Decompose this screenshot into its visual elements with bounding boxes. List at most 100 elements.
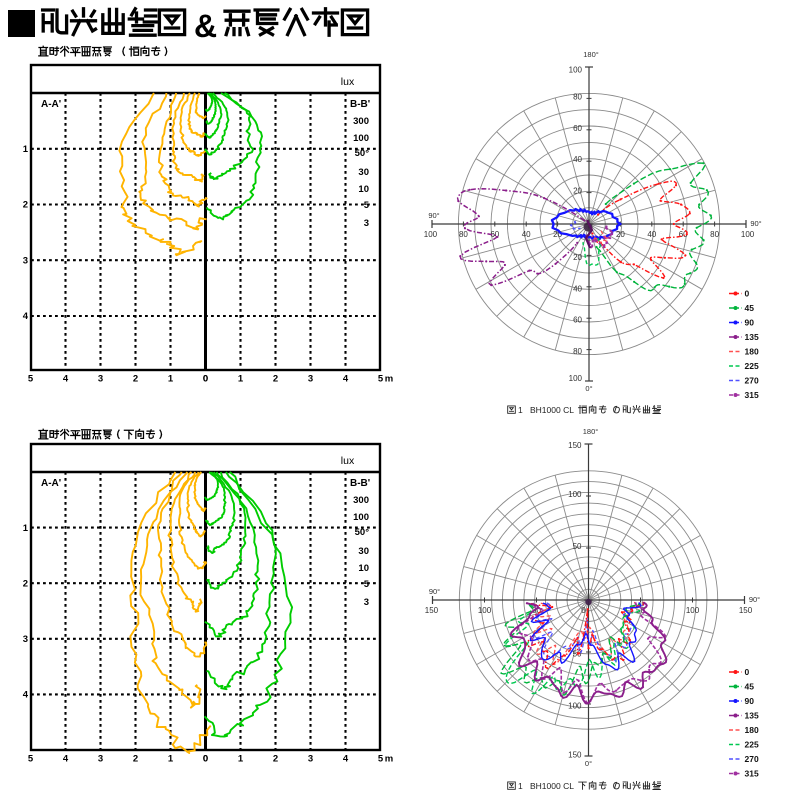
svg-text:2: 2 (23, 200, 28, 211)
svg-text:&: & (194, 8, 217, 44)
svg-text:lux: lux (341, 455, 355, 467)
svg-text:B-B': B-B' (350, 478, 370, 489)
svg-text:80: 80 (573, 347, 582, 356)
svg-text:20: 20 (573, 187, 582, 196)
svg-text:150: 150 (568, 750, 582, 759)
svg-text:135: 135 (745, 711, 759, 721)
svg-text:50: 50 (532, 606, 541, 615)
svg-text:3: 3 (98, 374, 103, 385)
svg-text:3: 3 (308, 374, 313, 385)
svg-text:5: 5 (364, 200, 370, 211)
svg-text:0: 0 (203, 374, 208, 385)
svg-text:4: 4 (343, 754, 349, 765)
svg-text:0°: 0° (585, 759, 592, 768)
svg-text:50: 50 (573, 542, 582, 551)
svg-text:100: 100 (686, 606, 700, 615)
svg-text:150: 150 (568, 441, 582, 450)
svg-text:0: 0 (203, 754, 208, 765)
svg-text:4: 4 (23, 311, 29, 322)
svg-text:B-B': B-B' (350, 99, 370, 110)
svg-text:5: 5 (28, 754, 34, 765)
svg-text:5: 5 (364, 579, 370, 590)
svg-text:60: 60 (573, 124, 582, 133)
svg-text:2: 2 (133, 754, 138, 765)
svg-text:90°: 90° (750, 219, 761, 228)
svg-text:180°: 180° (583, 50, 599, 59)
svg-text:m: m (385, 754, 393, 765)
svg-text:2: 2 (273, 374, 278, 385)
svg-text:5: 5 (28, 374, 34, 385)
svg-text:100: 100 (353, 512, 369, 523)
svg-text:1: 1 (518, 781, 523, 791)
svg-text:80: 80 (710, 230, 719, 239)
svg-text:0: 0 (581, 606, 586, 615)
svg-text:315: 315 (745, 390, 759, 400)
svg-text:4: 4 (343, 374, 349, 385)
svg-text:1: 1 (238, 374, 244, 385)
svg-text:lux: lux (341, 76, 355, 88)
svg-text:270: 270 (745, 376, 759, 386)
svg-text:300: 300 (353, 116, 369, 127)
svg-text:40: 40 (573, 155, 582, 164)
svg-text:0: 0 (203, 754, 208, 765)
svg-text:30: 30 (358, 546, 369, 557)
svg-text:10: 10 (358, 563, 369, 574)
svg-text:0: 0 (203, 374, 208, 385)
svg-text:90: 90 (745, 696, 755, 706)
svg-text:2: 2 (273, 754, 278, 765)
svg-text:50°: 50° (355, 527, 370, 538)
svg-text:1: 1 (23, 144, 29, 155)
svg-text:40: 40 (647, 230, 656, 239)
svg-text:A-A': A-A' (41, 99, 61, 110)
svg-text:1: 1 (23, 523, 29, 534)
svg-text:150: 150 (739, 606, 753, 615)
svg-text:315: 315 (745, 769, 759, 779)
svg-text:1: 1 (168, 754, 174, 765)
svg-text:80: 80 (573, 92, 582, 101)
svg-text:5: 5 (378, 754, 384, 765)
svg-text:A-A': A-A' (41, 478, 61, 489)
svg-text:225: 225 (745, 740, 759, 750)
svg-text:100: 100 (568, 490, 582, 499)
svg-text:3: 3 (23, 634, 28, 645)
svg-text:m: m (385, 374, 393, 385)
svg-text:20: 20 (573, 253, 582, 262)
svg-text:100: 100 (478, 606, 492, 615)
svg-text:100: 100 (424, 230, 438, 239)
svg-text:180°: 180° (583, 427, 599, 436)
svg-text:180: 180 (745, 725, 759, 735)
svg-text:4: 4 (23, 690, 29, 701)
svg-text:50: 50 (636, 606, 645, 615)
svg-text:100: 100 (353, 133, 369, 144)
svg-text:30: 30 (358, 167, 369, 178)
svg-text:0°: 0° (585, 384, 592, 393)
svg-text:150: 150 (425, 606, 439, 615)
svg-text:BH1000 CL: BH1000 CL (530, 781, 574, 791)
svg-text:90°: 90° (428, 211, 439, 220)
svg-text:135: 135 (745, 332, 759, 342)
svg-text:4: 4 (63, 754, 69, 765)
svg-text:0: 0 (745, 289, 750, 299)
svg-text:60: 60 (573, 316, 582, 325)
svg-text:20: 20 (553, 230, 562, 239)
svg-text:45: 45 (745, 303, 755, 313)
svg-text:10: 10 (358, 184, 369, 195)
svg-text:100: 100 (568, 702, 582, 711)
svg-text:1: 1 (168, 374, 174, 385)
svg-text:1: 1 (518, 405, 523, 415)
svg-text:3: 3 (23, 255, 28, 266)
svg-text:90: 90 (745, 318, 755, 328)
svg-text:2: 2 (133, 374, 138, 385)
svg-text:100: 100 (741, 230, 755, 239)
svg-text:3: 3 (364, 218, 369, 229)
svg-text:20: 20 (616, 230, 625, 239)
svg-text:0: 0 (745, 667, 750, 677)
svg-text:90°: 90° (749, 595, 760, 604)
svg-text:50°: 50° (355, 148, 370, 159)
svg-text:40: 40 (573, 284, 582, 293)
svg-text:300: 300 (353, 495, 369, 506)
svg-text:BH1000 CL: BH1000 CL (530, 405, 574, 415)
svg-text:270: 270 (745, 754, 759, 764)
svg-text:5: 5 (378, 374, 384, 385)
svg-text:2: 2 (23, 578, 28, 589)
